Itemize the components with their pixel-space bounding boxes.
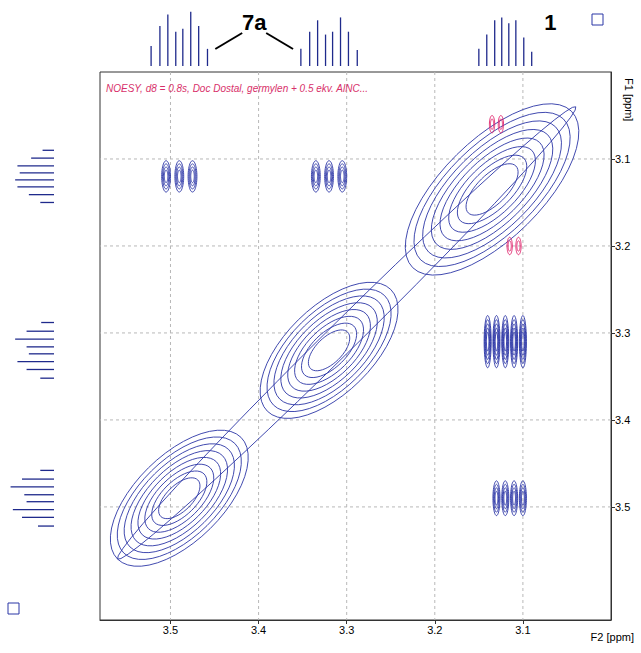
svg-text:3.1: 3.1 xyxy=(615,153,630,165)
svg-text:7a: 7a xyxy=(242,10,267,35)
svg-text:NOESY, d8 = 0.8s, Doc Dostal,: NOESY, d8 = 0.8s, Doc Dostal, germylen +… xyxy=(106,83,368,94)
svg-text:3.3: 3.3 xyxy=(339,624,354,636)
svg-text:3.5: 3.5 xyxy=(615,501,630,513)
svg-text:3.4: 3.4 xyxy=(251,624,266,636)
svg-text:3.3: 3.3 xyxy=(615,327,630,339)
svg-text:F1 [ppm]: F1 [ppm] xyxy=(623,78,635,121)
svg-text:3.2: 3.2 xyxy=(427,624,442,636)
svg-text:3.4: 3.4 xyxy=(615,414,630,426)
svg-text:3.2: 3.2 xyxy=(615,240,630,252)
svg-text:1: 1 xyxy=(544,10,556,35)
svg-text:3.1: 3.1 xyxy=(515,624,530,636)
svg-text:3.5: 3.5 xyxy=(163,624,178,636)
svg-text:F2 [ppm]: F2 [ppm] xyxy=(591,631,634,643)
